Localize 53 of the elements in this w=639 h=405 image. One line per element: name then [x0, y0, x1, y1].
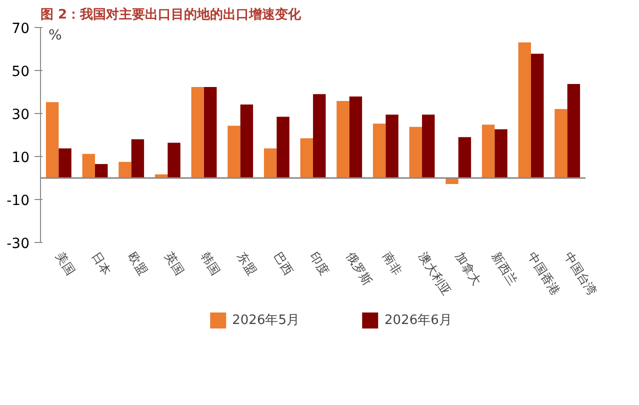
bar	[204, 87, 217, 178]
bar	[554, 108, 568, 178]
x-tick-label: 巴西	[270, 250, 296, 278]
bar	[46, 102, 59, 178]
legend-label: 2026年5月	[232, 312, 300, 329]
x-tick-label: 南非	[380, 250, 405, 278]
x-tick-label: 欧盟	[125, 250, 150, 278]
bar	[240, 104, 254, 178]
bar	[482, 124, 495, 178]
x-tick-label: 俄罗斯	[343, 250, 375, 288]
bar	[313, 94, 326, 178]
bar	[349, 96, 362, 178]
x-tick-label: 印度	[307, 250, 332, 278]
x-tick-label: 韩国	[198, 250, 223, 278]
x-tick-label: 中国台湾	[561, 250, 600, 298]
bar	[372, 124, 386, 178]
x-tick-label: 加拿大	[452, 250, 484, 288]
x-tick-label: 中国香港	[525, 250, 563, 298]
bar	[300, 138, 313, 178]
bar	[58, 148, 72, 178]
x-tick-label: 东盟	[234, 250, 260, 278]
y-tick-label: 50	[12, 64, 30, 80]
bar	[409, 126, 422, 178]
bar	[494, 129, 508, 178]
bar	[567, 84, 580, 178]
y-tick-label: -10	[6, 193, 30, 209]
bar	[386, 114, 398, 178]
x-tick-label: 澳大利亚	[416, 250, 454, 298]
bar	[82, 154, 95, 178]
x-tick-label: 日本	[89, 250, 114, 278]
bar	[518, 42, 531, 178]
bar	[131, 139, 144, 178]
bar	[168, 142, 180, 178]
y-tick-label: 30	[12, 107, 30, 123]
y-tick-label: 70	[12, 21, 30, 37]
bar	[264, 148, 277, 178]
bar	[276, 116, 290, 178]
legend-label: 2026年6月	[384, 312, 452, 329]
y-tick-label: -30	[6, 236, 30, 252]
bar	[228, 126, 240, 178]
bar	[531, 54, 544, 178]
bar	[458, 137, 472, 178]
x-tick-label: 英国	[162, 250, 187, 278]
bar	[118, 162, 132, 178]
bar	[95, 164, 108, 178]
bar	[191, 87, 204, 178]
y-axis-title: %	[48, 28, 62, 44]
bar	[336, 101, 350, 178]
chart-title: 图 2：我国对主要出口目的地的出口增速变化	[40, 6, 302, 22]
bar	[422, 114, 435, 178]
x-tick-label: 美国	[52, 250, 78, 278]
x-tick-label: 新西兰	[488, 250, 520, 288]
y-tick-label: 10	[12, 150, 30, 166]
